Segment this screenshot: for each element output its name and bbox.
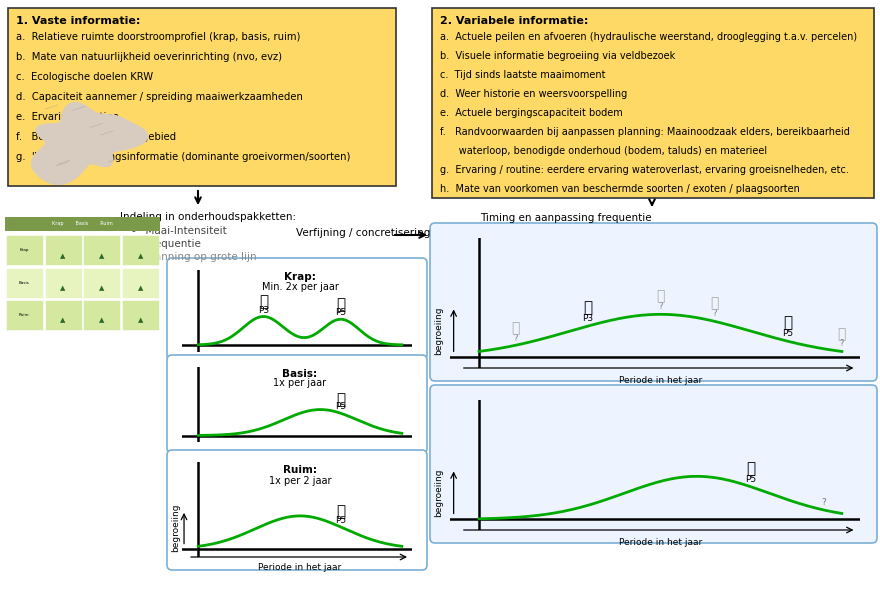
Text: a.  Actuele peilen en afvoeren (hydraulische weerstand, drooglegging t.a.v. perc: a. Actuele peilen en afvoeren (hydraulis…: [440, 32, 857, 42]
Text: ⛐: ⛐: [336, 392, 345, 407]
Text: P5: P5: [781, 329, 793, 338]
Text: ⛐: ⛐: [336, 504, 345, 519]
Text: g.  Ervaring / routine: eerdere ervaring wateroverlast, ervaring groeisnelheden,: g. Ervaring / routine: eerdere ervaring …: [440, 165, 849, 175]
Text: ⛐: ⛐: [583, 301, 592, 316]
Text: ▲: ▲: [61, 253, 66, 259]
Text: Krap:: Krap:: [284, 272, 316, 282]
Text: d.  Weer historie en weersvoorspelling: d. Weer historie en weersvoorspelling: [440, 89, 627, 99]
Text: P5: P5: [335, 308, 347, 317]
Text: g.  'Vaste' begroeiingsinformatie (dominante groeivormen/soorten): g. 'Vaste' begroeiingsinformatie (domina…: [16, 152, 350, 162]
FancyBboxPatch shape: [430, 385, 877, 543]
Text: e.  Actuele bergingscapaciteit bodem: e. Actuele bergingscapaciteit bodem: [440, 108, 623, 118]
Text: ⛐: ⛐: [511, 321, 519, 335]
Text: 1. Vaste informatie:: 1. Vaste informatie:: [16, 16, 141, 26]
Text: -   Maai-Intensiteit: - Maai-Intensiteit: [132, 226, 227, 236]
FancyBboxPatch shape: [8, 8, 396, 186]
Text: ⛐: ⛐: [656, 290, 664, 304]
Text: P3: P3: [258, 305, 269, 314]
Text: P5: P5: [335, 515, 347, 524]
Text: P5: P5: [745, 475, 757, 484]
Polygon shape: [32, 103, 148, 184]
Text: Ruim:: Ruim:: [283, 464, 317, 475]
FancyBboxPatch shape: [167, 450, 427, 570]
Text: ▲: ▲: [61, 286, 66, 291]
Text: ?: ?: [713, 310, 717, 319]
Text: ▲: ▲: [99, 317, 105, 323]
Text: 2. Variabele informatie:: 2. Variabele informatie:: [440, 16, 589, 26]
Text: ▲: ▲: [99, 253, 105, 259]
Text: 1x per 2 jaar: 1x per 2 jaar: [268, 476, 331, 486]
Text: Timing en aanpassing frequentie: Timing en aanpassing frequentie: [480, 213, 651, 223]
Text: ⛐: ⛐: [711, 296, 719, 311]
FancyBboxPatch shape: [122, 235, 159, 265]
Text: c.  Ecologische doelen KRW: c. Ecologische doelen KRW: [16, 72, 153, 82]
Text: ⛐: ⛐: [336, 297, 345, 312]
Text: Periode in het jaar: Periode in het jaar: [259, 563, 341, 572]
Text: Krap: Krap: [19, 248, 29, 253]
FancyBboxPatch shape: [6, 268, 43, 298]
FancyBboxPatch shape: [84, 268, 121, 298]
Text: -   Planning op grote lijn: - Planning op grote lijn: [132, 252, 257, 262]
Text: ?: ?: [840, 340, 844, 349]
Text: ⛐: ⛐: [259, 295, 268, 310]
Text: c.  Tijd sinds laatste maaimoment: c. Tijd sinds laatste maaimoment: [440, 70, 605, 80]
FancyBboxPatch shape: [6, 300, 43, 329]
Text: ⛐: ⛐: [783, 316, 792, 331]
FancyBboxPatch shape: [5, 217, 160, 231]
Text: Basis: Basis: [19, 281, 30, 284]
Text: a.  Relatieve ruimte doorstroomprofiel (krap, basis, ruim): a. Relatieve ruimte doorstroomprofiel (k…: [16, 32, 300, 42]
FancyBboxPatch shape: [167, 355, 427, 453]
Text: ?: ?: [658, 302, 663, 311]
Text: ⛐: ⛐: [838, 327, 846, 341]
Text: Basis:: Basis:: [282, 369, 318, 379]
Text: b.  Mate van natuurlijkheid oeverinrichting (nvo, evz): b. Mate van natuurlijkheid oeverinrichti…: [16, 52, 282, 62]
Text: ⛐: ⛐: [746, 461, 756, 476]
Text: d.  Capaciteit aannemer / spreiding maaiwerkzaamheden: d. Capaciteit aannemer / spreiding maaiw…: [16, 92, 303, 102]
Text: ▲: ▲: [61, 317, 66, 323]
Text: f.   Randvoorwaarden bij aanpassen planning: Maainoodzaak elders, bereikbaarheid: f. Randvoorwaarden bij aanpassen plannin…: [440, 127, 850, 137]
FancyBboxPatch shape: [6, 235, 43, 265]
Text: P3: P3: [583, 314, 593, 323]
FancyBboxPatch shape: [45, 235, 82, 265]
Text: Krap        Basis        Ruim: Krap Basis Ruim: [52, 221, 113, 226]
Text: P5: P5: [335, 403, 347, 412]
Text: Min. 2x per jaar: Min. 2x per jaar: [261, 282, 339, 292]
Text: b.  Visuele informatie begroeiing via veldbezoek: b. Visuele informatie begroeiing via vel…: [440, 51, 675, 61]
Text: begroeiing: begroeiing: [435, 306, 444, 355]
FancyBboxPatch shape: [84, 300, 121, 329]
Text: Periode in het jaar: Periode in het jaar: [619, 376, 702, 385]
Text: ?: ?: [513, 334, 517, 343]
FancyBboxPatch shape: [430, 223, 877, 381]
FancyBboxPatch shape: [167, 258, 427, 360]
Text: Ruim: Ruim: [19, 313, 30, 317]
FancyBboxPatch shape: [45, 300, 82, 329]
Text: begroeiing: begroeiing: [172, 504, 180, 553]
Text: -   Frequentie: - Frequentie: [132, 239, 201, 249]
FancyBboxPatch shape: [84, 235, 121, 265]
Text: h.  Mate van voorkomen van beschermde soorten / exoten / plaagsoorten: h. Mate van voorkomen van beschermde soo…: [440, 184, 800, 194]
Text: waterloop, benodigde onderhoud (bodem, taluds) en materieel: waterloop, benodigde onderhoud (bodem, t…: [440, 146, 767, 156]
FancyBboxPatch shape: [122, 268, 159, 298]
Text: ▲: ▲: [138, 253, 143, 259]
Text: ▲: ▲: [99, 286, 105, 291]
Text: Verfijning / concretisering: Verfijning / concretisering: [296, 228, 430, 238]
Text: begroeiing: begroeiing: [435, 468, 444, 517]
Text: ▲: ▲: [138, 317, 143, 323]
Text: ?: ?: [821, 498, 826, 507]
FancyBboxPatch shape: [45, 268, 82, 298]
Text: Periode in het jaar: Periode in het jaar: [619, 538, 702, 547]
Text: e.  Ervaring / routine: e. Ervaring / routine: [16, 112, 119, 122]
Text: ▲: ▲: [138, 286, 143, 291]
Text: Indeling in onderhoudspakketten:: Indeling in onderhoudspakketten:: [120, 212, 297, 222]
Text: f.   Belang achterliggend gebied: f. Belang achterliggend gebied: [16, 132, 176, 142]
FancyBboxPatch shape: [432, 8, 874, 198]
Text: 1x per jaar: 1x per jaar: [274, 378, 326, 388]
FancyBboxPatch shape: [122, 300, 159, 329]
